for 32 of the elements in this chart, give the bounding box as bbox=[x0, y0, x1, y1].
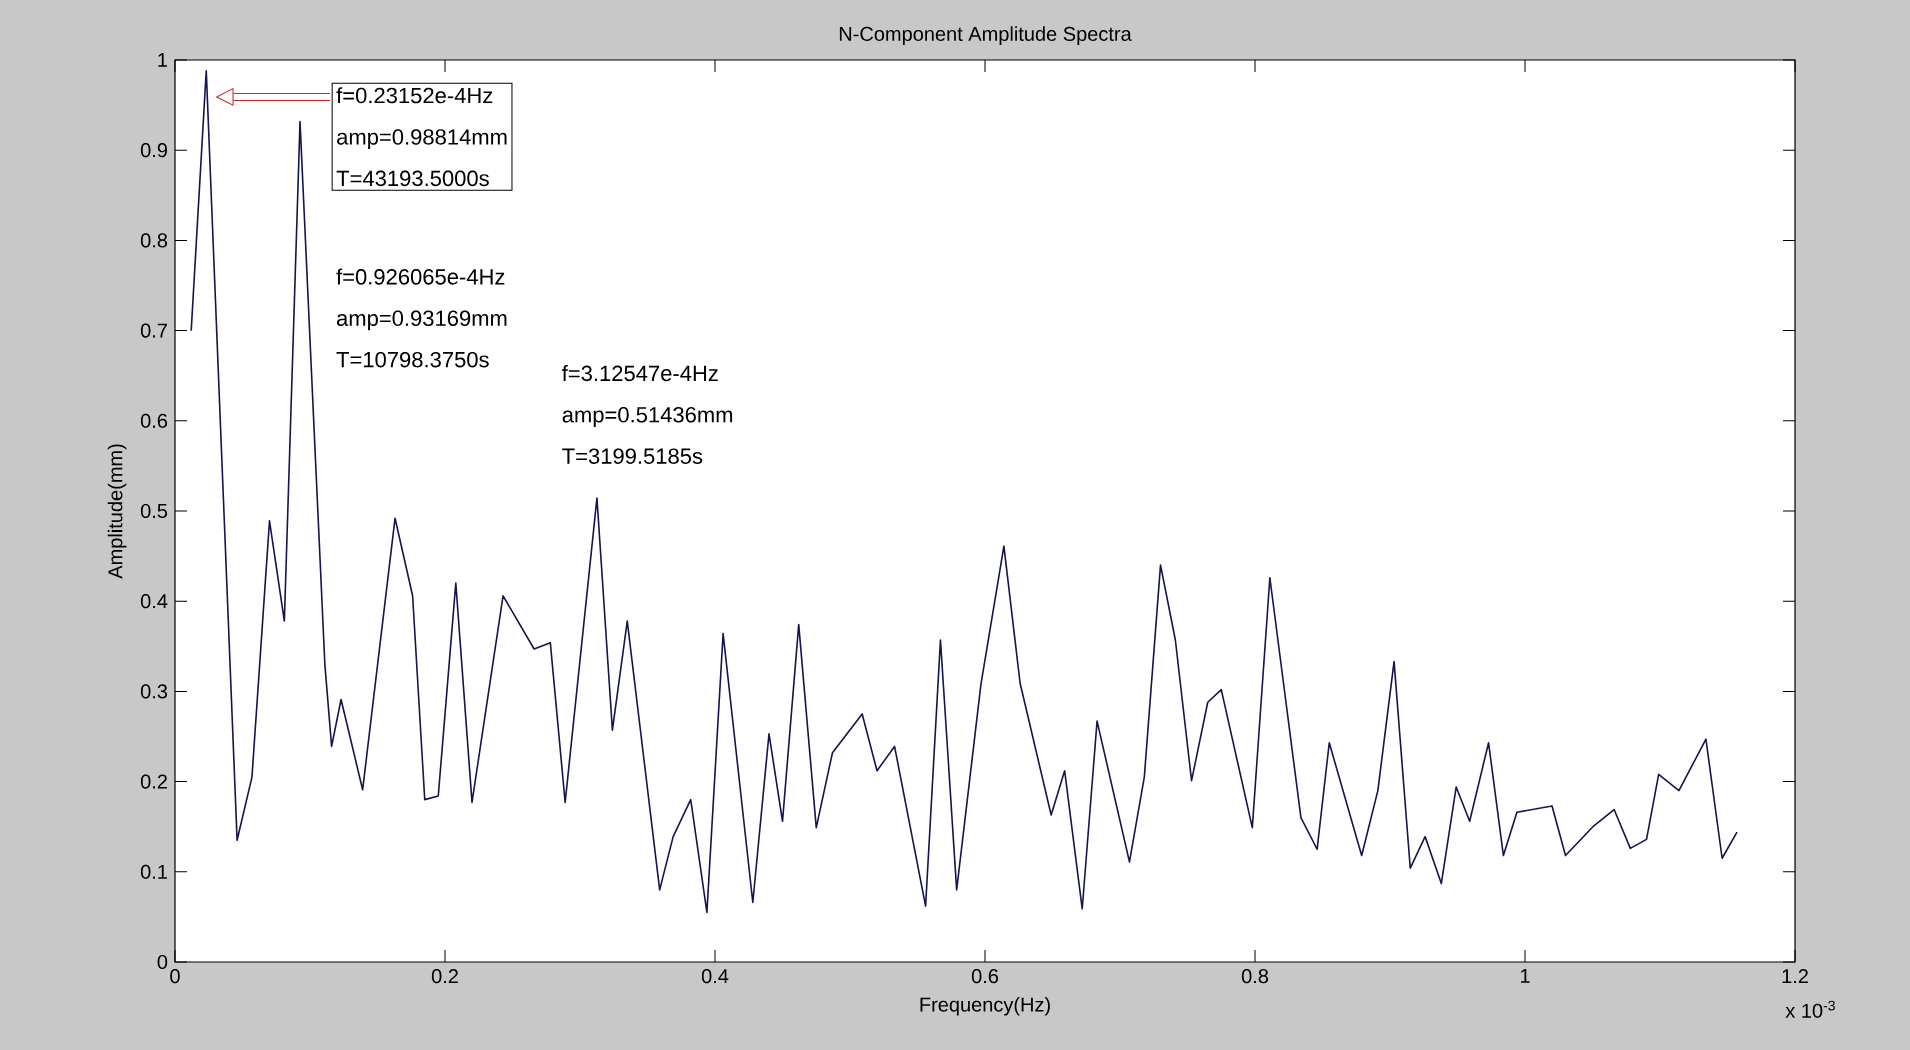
y-tick-label: 0.4 bbox=[140, 594, 168, 609]
x-tick-label: 0.2 bbox=[431, 969, 458, 984]
x-tick-label: 0.8 bbox=[1241, 969, 1269, 984]
annotation: f=0.926065e-4Hz bbox=[336, 268, 505, 285]
y-tick-label: 0 bbox=[157, 954, 168, 970]
annotation: T=10798.3750s bbox=[336, 351, 489, 368]
y-tick-label: 0.6 bbox=[140, 413, 168, 428]
y-axis-title: Amplitude(mm) bbox=[107, 444, 127, 579]
annotation: amp=0.98814mm bbox=[337, 129, 507, 150]
annotation: T=43193.5000s bbox=[336, 170, 489, 187]
x-tick-label: 0.6 bbox=[971, 969, 999, 984]
annotation: f=3.12547e-4Hz bbox=[562, 365, 718, 382]
x-tick-label: 1.2 bbox=[1782, 969, 1808, 984]
x-tick-label: 0.4 bbox=[701, 969, 729, 984]
y-tick-label: 0.8 bbox=[140, 233, 168, 248]
annotation: amp=0.93169mm bbox=[336, 310, 507, 331]
line-series bbox=[190, 69, 1738, 914]
chart-title: N-Component Amplitude Spectra bbox=[839, 26, 1132, 45]
y-tick-label: 0.7 bbox=[140, 323, 167, 338]
y-tick-label: 0.9 bbox=[140, 143, 168, 158]
y-tick-label: 0.3 bbox=[140, 684, 168, 699]
annotation: T=3199.5185s bbox=[562, 448, 703, 464]
x-tick-label: 1 bbox=[1520, 969, 1530, 983]
y-tick-label: 0.1 bbox=[140, 864, 167, 879]
x-tick-label: 0 bbox=[170, 969, 180, 984]
annotation: amp=0.51436mm bbox=[562, 407, 733, 427]
x-axis-title: Frequency(Hz) bbox=[920, 996, 1050, 1016]
y-tick-label: 0.2 bbox=[140, 774, 167, 789]
y-tick-label: 1 bbox=[158, 53, 167, 67]
annotation: f=0.23152e-4Hz bbox=[336, 87, 493, 104]
y-tick-label: 0.5 bbox=[140, 503, 168, 519]
text: x 10$^{-3}$ bbox=[1785, 1000, 1835, 1018]
